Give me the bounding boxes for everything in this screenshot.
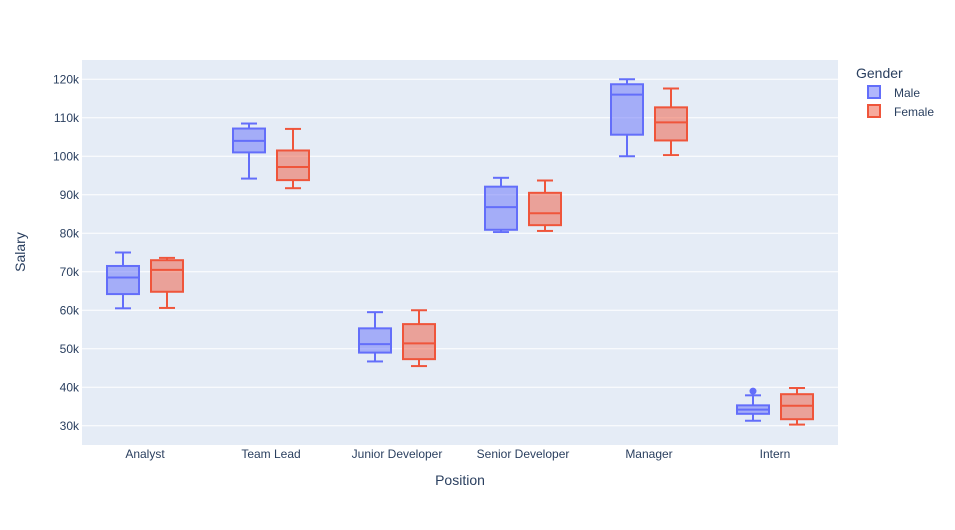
legend: Gender Male Female (856, 65, 934, 119)
box-female (402, 309, 436, 368)
y-tick-label: 70k (60, 265, 80, 279)
grid-lines (82, 78, 838, 427)
iqr-box (654, 106, 688, 142)
y-tick-label: 100k (53, 149, 80, 163)
y-tick-label: 50k (60, 342, 80, 356)
x-tick-label: Team Lead (241, 447, 300, 461)
legend-item-male[interactable]: Male (867, 85, 920, 100)
iqr-box (106, 264, 140, 296)
iqr-box (610, 83, 644, 136)
iqr-box (528, 191, 562, 227)
x-tick-label: Senior Developer (477, 447, 570, 461)
iqr-box (150, 259, 184, 293)
legend-label-female: Female (894, 105, 934, 119)
x-tick-label: Manager (625, 447, 672, 461)
boxes (106, 78, 814, 426)
y-tick-label: 80k (60, 226, 80, 240)
y-tick-label: 40k (60, 380, 80, 394)
box-female (528, 179, 562, 232)
legend-title: Gender (856, 65, 903, 81)
x-tick-label: Intern (760, 447, 791, 461)
iqr-box (484, 185, 518, 231)
legend-swatch-female (867, 104, 881, 118)
box-male (736, 387, 770, 422)
y-tick-label: 60k (60, 303, 80, 317)
box-male (358, 311, 392, 363)
y-tick-label: 30k (60, 419, 80, 433)
box-male (610, 78, 644, 158)
y-axis-title: Salary (12, 232, 28, 272)
x-tick-labels: Analyst Team Lead Junior Developer Senior D… (125, 447, 790, 461)
y-tick-label: 120k (53, 72, 80, 86)
legend-item-female[interactable]: Female (867, 104, 934, 119)
outlier-point (749, 387, 757, 395)
x-tick-label: Junior Developer (352, 447, 443, 461)
legend-label-male: Male (894, 86, 920, 100)
box-male (484, 176, 518, 234)
box-female (276, 127, 310, 190)
box-male (106, 251, 140, 310)
box-female (780, 387, 814, 426)
iqr-box (402, 323, 436, 361)
y-tick-labels: 30k 40k 50k 60k 70k 80k 90k 100k 110k 120k (53, 72, 80, 433)
legend-swatch-male (867, 85, 881, 99)
iqr-box (276, 149, 310, 182)
x-tick-label: Analyst (125, 447, 165, 461)
iqr-box (358, 327, 392, 354)
box-male (232, 122, 266, 180)
box-female (654, 87, 688, 157)
x-axis-title: Position (435, 472, 485, 488)
box-female (150, 256, 184, 309)
y-tick-label: 90k (60, 188, 80, 202)
y-tick-label: 110k (54, 111, 80, 125)
plot-area (82, 60, 838, 445)
